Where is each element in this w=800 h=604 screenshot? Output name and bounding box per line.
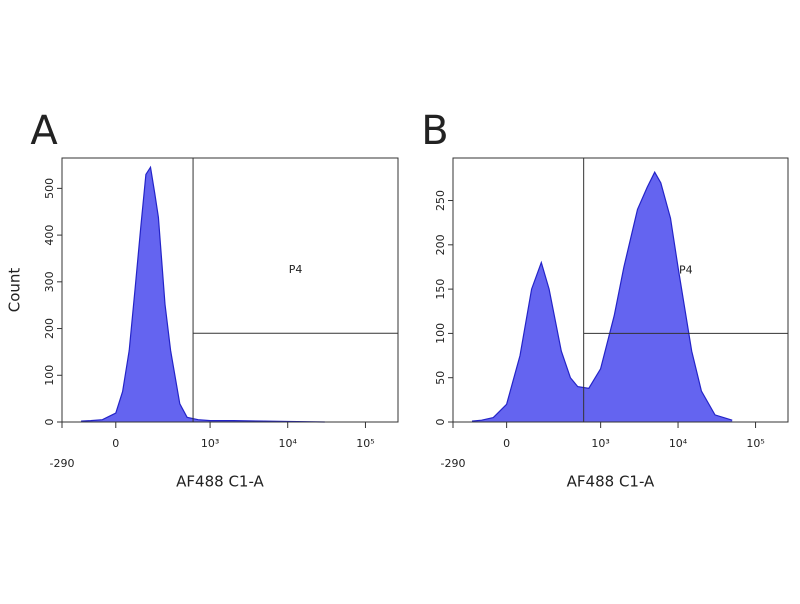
y-tick-label: 150 [434,279,447,300]
y-tick-label: 200 [434,234,447,255]
x-tick-label: 10³ [591,437,609,450]
histogram-fill [472,172,733,422]
x-tick-label: 10⁵ [356,437,374,450]
gate-label: P4 [679,263,693,276]
x-axis-label: AF488 C1-A [567,473,655,491]
gate-label: P4 [289,263,303,276]
y-tick-label: 250 [434,190,447,211]
y-tick-label: 400 [43,225,56,246]
y-tick-label: 200 [43,318,56,339]
y-tick-label: 0 [43,419,56,426]
x-tick-label: 10⁴ [669,437,688,450]
plot-frame [452,157,789,423]
y-tick-label: 300 [43,271,56,292]
x-tick-label: 10⁴ [278,437,297,450]
x-tick-label: -290 [50,457,75,470]
x-axis-label: AF488 C1-A [176,473,264,491]
histogram-fill [81,167,325,422]
y-axis-label: Count [6,268,24,313]
y-tick-label: 100 [43,365,56,386]
panel-label: A [30,108,58,154]
plot-frame [61,157,399,423]
histogram [81,165,325,423]
panel-label: B [421,108,448,154]
y-tick-label: 100 [434,323,447,344]
y-tick-label: 50 [434,371,447,385]
x-tick-label: 10³ [201,437,219,450]
x-tick-label: 10⁵ [746,437,764,450]
x-tick-label: -290 [441,457,466,470]
histogram [471,170,733,422]
y-tick-label: 0 [434,419,447,426]
y-tick-label: 500 [43,178,56,199]
x-tick-label: 0 [503,437,510,450]
x-tick-label: 0 [112,437,119,450]
